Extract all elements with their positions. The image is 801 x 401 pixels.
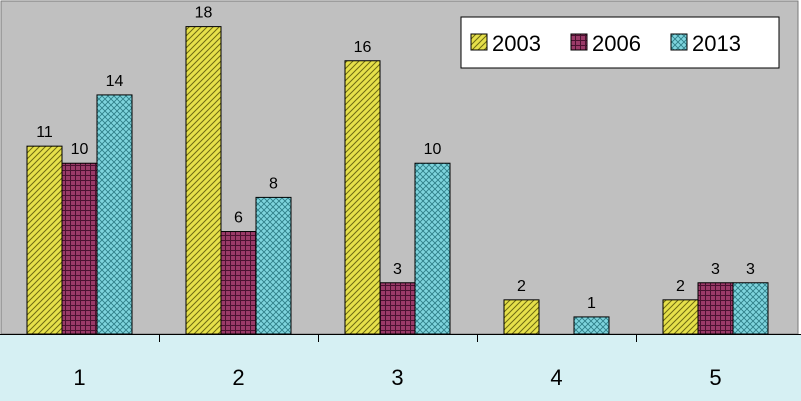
data-label-2006-cat-2: 6	[234, 210, 243, 227]
data-label-2013-cat-1: 14	[106, 73, 124, 90]
data-label-2006-cat-3: 3	[393, 261, 402, 278]
legend-label-2013: 2013	[692, 31, 741, 56]
data-labels-group: 11 10 14 18 6 8 16 3 10 2 1 2 3 3	[36, 5, 755, 312]
bar-2006-cat-1	[61, 162, 98, 335]
bars-group	[26, 26, 769, 335]
data-label-2013-cat-2: 8	[269, 175, 278, 192]
data-label-2006-cat-5: 3	[711, 261, 720, 278]
legend-swatch-2006	[570, 33, 588, 51]
data-label-2013-cat-4: 1	[587, 295, 596, 312]
bar-2006-cat-2	[220, 231, 257, 335]
bar-2013-cat-4	[573, 316, 610, 335]
bar-2003-cat-5	[662, 299, 699, 335]
x-tick-label-2: 2	[232, 365, 244, 390]
data-label-2003-cat-2: 18	[195, 5, 213, 22]
bar-2006-cat-5	[697, 282, 734, 335]
legend-swatch-2013	[670, 33, 688, 51]
x-tick-label-5: 5	[709, 365, 721, 390]
bar-2006-cat-3	[379, 282, 416, 335]
data-label-2003-cat-4: 2	[517, 278, 526, 295]
bar-2013-cat-5	[732, 282, 769, 335]
bar-2013-cat-1	[96, 94, 133, 335]
legend-label-2003: 2003	[492, 31, 541, 56]
legend-label-2006: 2006	[592, 31, 641, 56]
data-label-2003-cat-5: 2	[676, 278, 685, 295]
x-tick-label-1: 1	[73, 365, 85, 390]
legend-swatch-2003	[470, 33, 488, 51]
bar-2003-cat-2	[185, 26, 222, 335]
data-label-2003-cat-3: 16	[354, 39, 372, 56]
bar-2013-cat-2	[255, 196, 292, 335]
data-label-2013-cat-3: 10	[424, 141, 442, 158]
data-label-2006-cat-1: 10	[71, 141, 89, 158]
legend-box	[460, 16, 780, 69]
x-axis-band	[0, 335, 801, 401]
data-label-2013-cat-5: 3	[746, 261, 755, 278]
data-label-2003-cat-1: 11	[36, 124, 53, 141]
bar-2003-cat-3	[344, 60, 381, 335]
x-tick-label-4: 4	[550, 365, 562, 390]
bar-2003-cat-4	[503, 299, 540, 335]
bar-2013-cat-3	[414, 162, 451, 335]
x-ticks-group: 1 2 3 4 5	[73, 334, 722, 390]
legend: 2003 2006 2013	[460, 16, 780, 69]
bar-2003-cat-1	[26, 145, 63, 335]
x-tick-label-3: 3	[391, 365, 403, 390]
